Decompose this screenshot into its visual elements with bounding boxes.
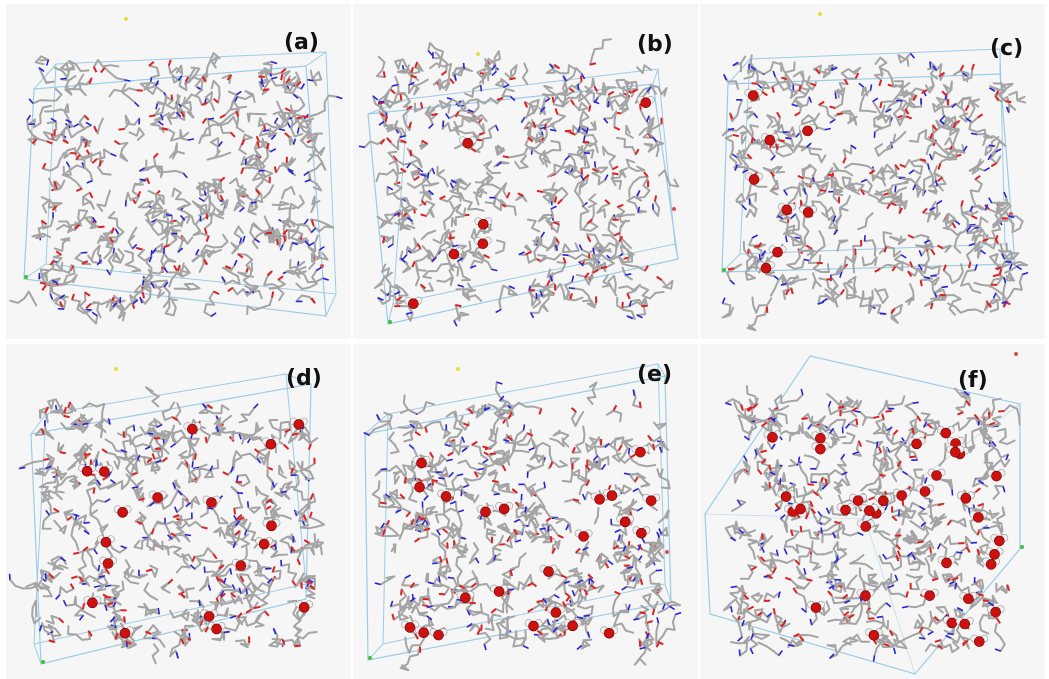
panel-label-a: (a)	[284, 30, 319, 55]
molecular-box-a	[9, 17, 343, 325]
panel-e: (e)	[353, 344, 698, 679]
panel-d: (d)	[6, 344, 351, 679]
panel-label-f: (f)	[958, 368, 988, 393]
molecular-box-d	[8, 367, 326, 665]
molecular-box-c	[721, 12, 1029, 332]
molecular-box-f	[704, 352, 1024, 675]
panel-a: (a)	[6, 4, 351, 339]
panel-label-e: (e)	[637, 362, 673, 387]
panel-label-d: (d)	[286, 366, 322, 391]
molecular-box-e	[363, 363, 682, 672]
panel-b: (b)	[353, 4, 698, 339]
panel-f: (f)	[700, 344, 1045, 679]
molecular-box-b	[358, 38, 680, 327]
panel-c: (c)	[700, 4, 1045, 339]
panel-label-b: (b)	[637, 32, 673, 57]
panel-label-c: (c)	[990, 36, 1024, 61]
